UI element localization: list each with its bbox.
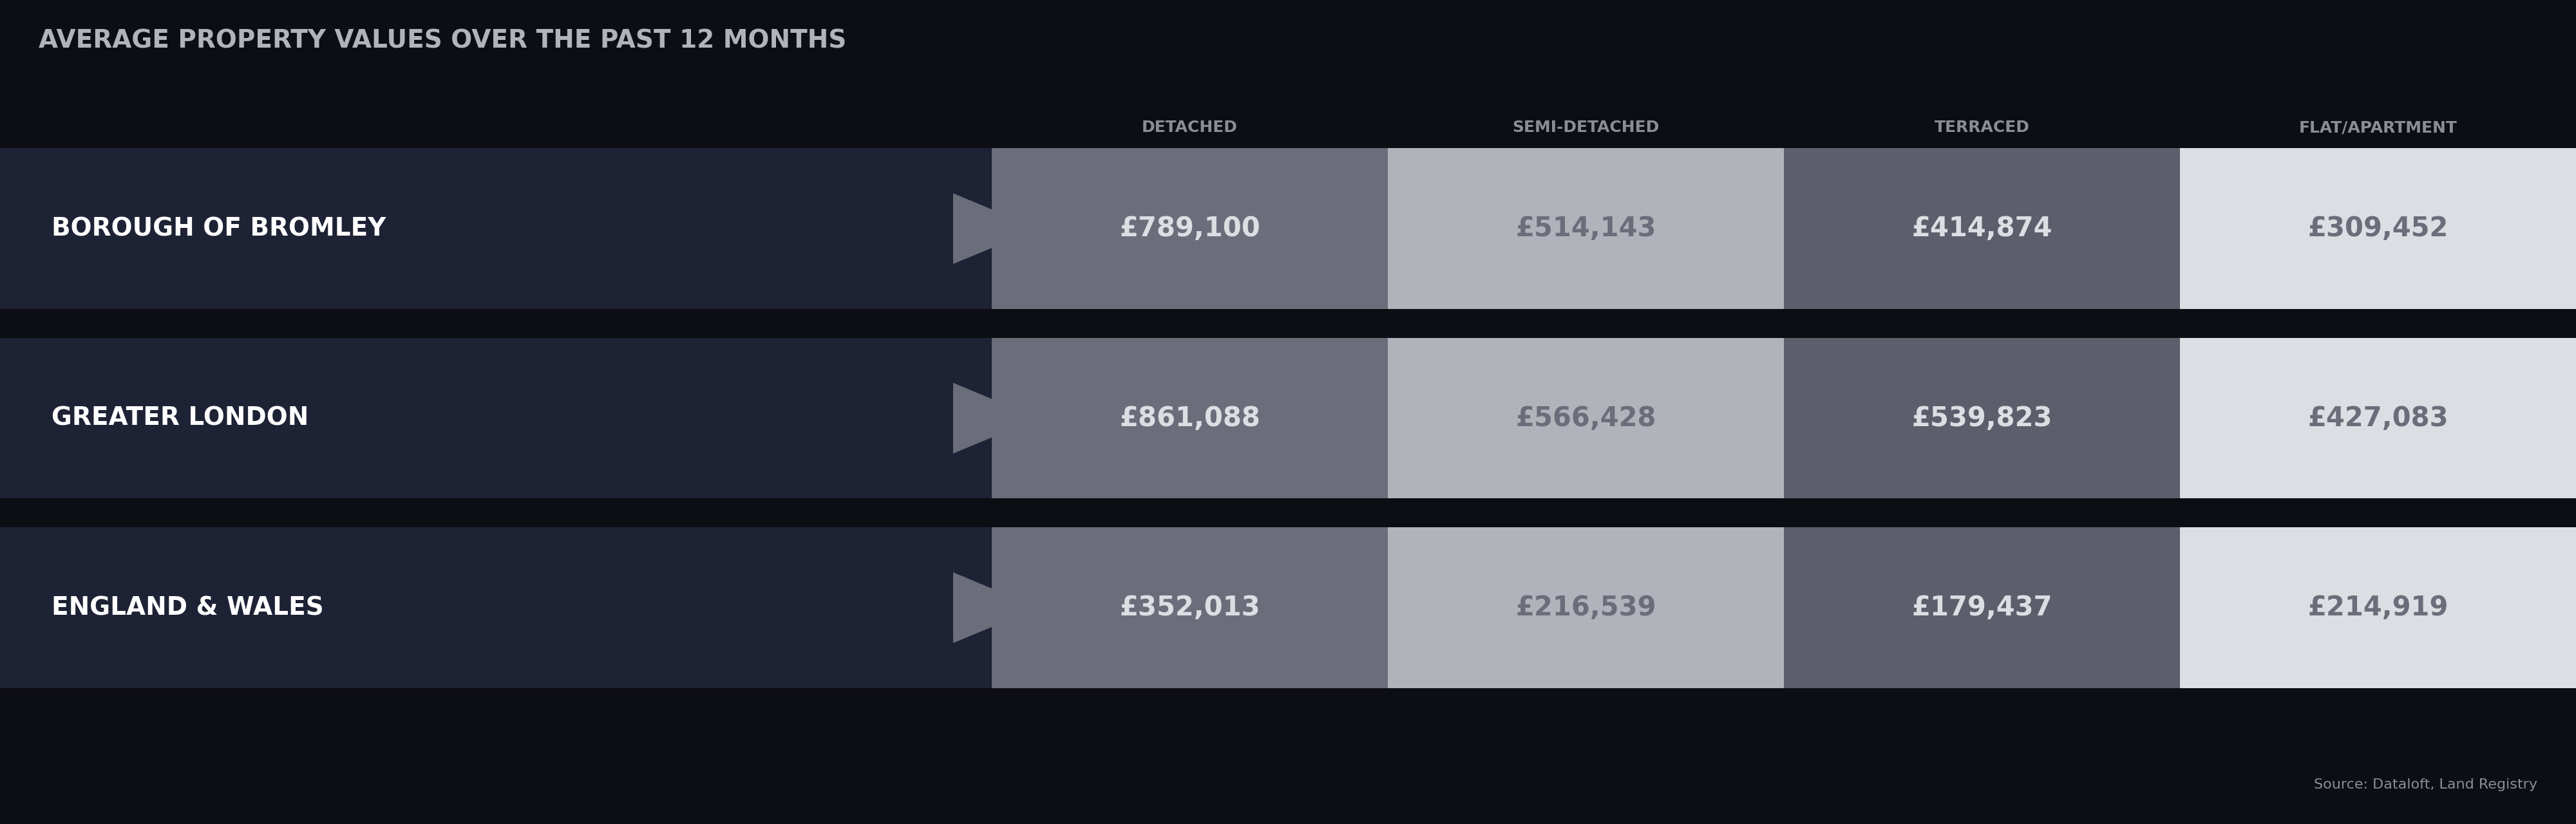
Text: AVERAGE PROPERTY VALUES OVER THE PAST 12 MONTHS: AVERAGE PROPERTY VALUES OVER THE PAST 12…: [39, 29, 848, 54]
Text: £309,452: £309,452: [2308, 215, 2447, 242]
Text: £789,100: £789,100: [1121, 215, 1260, 242]
Polygon shape: [953, 573, 1038, 643]
Text: ENGLAND & WALES: ENGLAND & WALES: [52, 596, 325, 620]
Polygon shape: [953, 194, 1038, 264]
Bar: [0, 338, 992, 499]
Bar: [0, 527, 992, 688]
Bar: [1783, 338, 2179, 499]
Bar: [2179, 148, 2576, 309]
Text: £566,428: £566,428: [1515, 405, 1656, 432]
Polygon shape: [953, 383, 1038, 453]
Text: Source: Dataloft, Land Registry: Source: Dataloft, Land Registry: [2313, 778, 2537, 791]
Text: £214,919: £214,919: [2308, 594, 2447, 621]
Text: DETACHED: DETACHED: [1141, 120, 1236, 135]
Text: £179,437: £179,437: [1911, 594, 2053, 621]
Text: FLAT/APARTMENT: FLAT/APARTMENT: [2298, 120, 2458, 135]
Bar: [1388, 338, 1785, 499]
Text: £414,874: £414,874: [1911, 215, 2053, 242]
Text: BOROUGH OF BROMLEY: BOROUGH OF BROMLEY: [52, 217, 386, 241]
Bar: [1388, 148, 1785, 309]
Bar: [992, 148, 1388, 309]
Text: £216,539: £216,539: [1515, 594, 1656, 621]
Bar: [0, 148, 992, 309]
Text: GREATER LONDON: GREATER LONDON: [52, 406, 309, 430]
Text: £861,088: £861,088: [1121, 405, 1260, 432]
Text: TERRACED: TERRACED: [1935, 120, 2030, 135]
Text: SEMI-DETACHED: SEMI-DETACHED: [1512, 120, 1659, 135]
Bar: [2179, 338, 2576, 499]
Bar: [1388, 527, 1785, 688]
Bar: [1783, 148, 2179, 309]
Text: £427,083: £427,083: [2308, 405, 2447, 432]
Bar: [2179, 527, 2576, 688]
Text: £539,823: £539,823: [1911, 405, 2053, 432]
Text: £352,013: £352,013: [1121, 594, 1260, 621]
Text: £514,143: £514,143: [1515, 215, 1656, 242]
Bar: [992, 527, 1388, 688]
Bar: [992, 338, 1388, 499]
Bar: [1783, 527, 2179, 688]
